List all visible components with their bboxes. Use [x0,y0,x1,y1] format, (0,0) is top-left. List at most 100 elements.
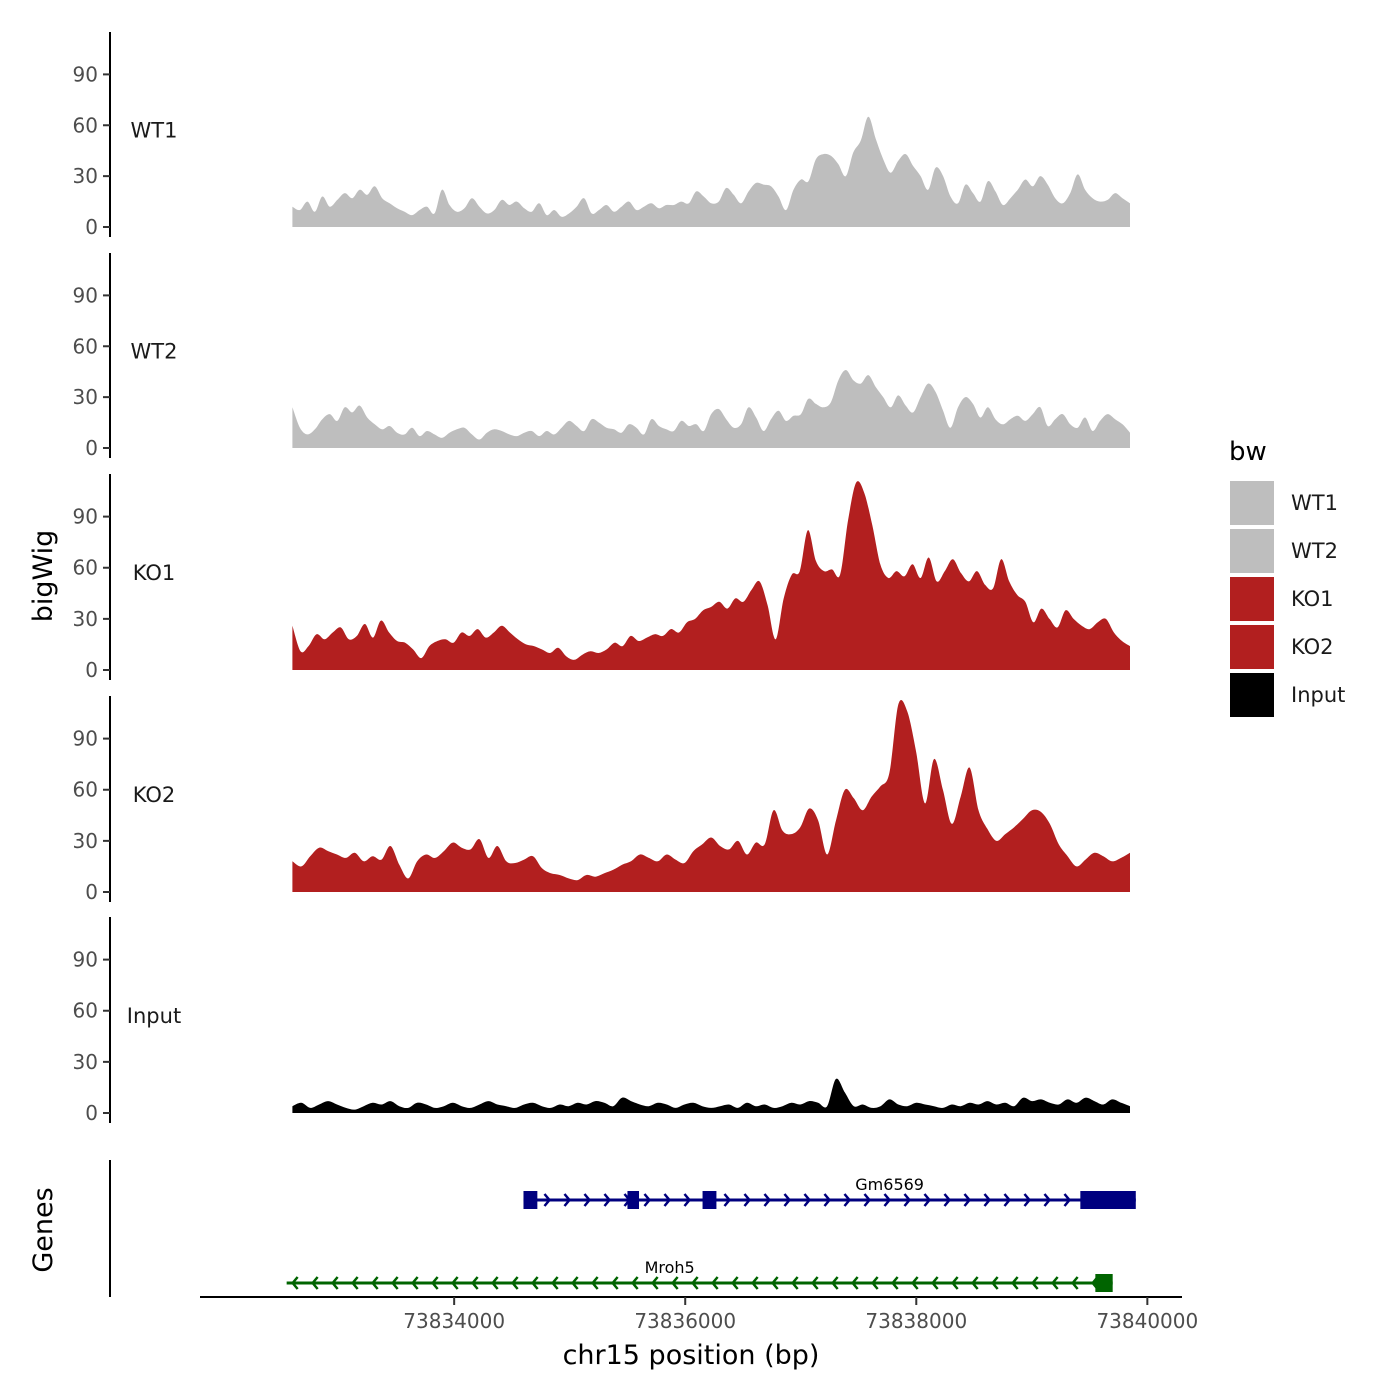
track-wt2: 0 30 60 90 WT2 [73,253,1130,460]
gene-gm6569: Gm6569 [523,1175,1136,1209]
strand-arrow [851,1276,859,1290]
strand-arrow [563,1193,572,1207]
exon [702,1191,717,1209]
y-tick-label: 0 [85,880,98,904]
strand-arrow [663,1193,672,1207]
strand-arrow [783,1193,792,1207]
strand-arrow [991,1276,999,1290]
exon [627,1191,640,1209]
y-tick-label: 90 [73,948,98,972]
track-ko2: 0 30 60 90 KO2 [73,696,1130,904]
strand-arrow [691,1276,699,1290]
strand-arrow [871,1276,879,1290]
legend-label-input: Input [1291,683,1345,707]
strand-arrow [903,1193,912,1207]
strand-arrow [863,1193,872,1207]
strand-arrow [883,1193,892,1207]
track-wt1: 0 30 60 90 WT1 [73,32,1130,239]
area-input [292,1078,1130,1113]
y-tick-label: 0 [85,215,98,239]
strand-arrow [471,1276,479,1290]
y-tick-label: 30 [73,607,98,631]
strand-arrow [791,1276,799,1290]
strand-arrow [891,1276,899,1290]
strand-arrow [311,1276,319,1290]
track-label-wt2: WT2 [131,339,178,363]
y-tick-label: 60 [73,113,98,137]
strand-arrow [831,1276,839,1290]
y-tick-label: 0 [85,1101,98,1125]
strand-arrow [1071,1276,1079,1290]
strand-arrow [591,1276,599,1290]
legend-swatch-wt1 [1228,479,1276,527]
y-tick-label: 0 [85,658,98,682]
strand-arrow [963,1193,972,1207]
x-tick-label: 73838000 [865,1309,967,1333]
exon [523,1191,538,1209]
track-label-wt1: WT1 [131,118,178,142]
x-axis: 73834000 73836000 73838000 73840000 [200,1296,1198,1333]
y-tick-label: 60 [73,999,98,1023]
x-tick-label: 73840000 [1096,1309,1198,1333]
gene-label-mroh5: Mroh5 [645,1258,695,1277]
strand-arrow [351,1276,359,1290]
area-ko2 [292,699,1130,892]
strand-arrow [611,1276,619,1290]
exon [1080,1191,1136,1209]
area-ko1 [292,481,1130,670]
legend-swatch-ko1 [1228,575,1276,623]
strand-arrow [543,1193,552,1207]
legend-label-ko1: KO1 [1291,587,1334,611]
area-wt2 [292,370,1130,448]
strand-arrow [571,1276,579,1290]
strand-arrow [843,1193,852,1207]
strand-arrow [943,1193,952,1207]
strand-arrow [951,1276,959,1290]
strand-arrow [751,1276,759,1290]
track-label-input: Input [127,1004,181,1028]
strand-arrow [1023,1193,1032,1207]
x-tick-label: 73836000 [634,1309,736,1333]
gene-track: Gm6569 Mroh5 [109,1160,1136,1297]
strand-arrow [771,1276,779,1290]
y-tick-label: 30 [73,385,98,409]
strand-arrow [531,1276,539,1290]
legend-swatch-ko2 [1228,623,1276,671]
strand-arrow [551,1276,559,1290]
y-tick-label: 90 [73,283,98,307]
strand-arrow [1051,1276,1059,1290]
x-tick-label: 73834000 [403,1309,505,1333]
y-tick-label: 30 [73,164,98,188]
y-tick-label: 0 [85,436,98,460]
y-tick-label: 90 [73,727,98,751]
legend-label-wt1: WT1 [1291,491,1338,515]
strand-arrow [931,1276,939,1290]
exon [1095,1274,1113,1292]
y-tick-label: 60 [73,556,98,580]
strand-arrow [583,1193,592,1207]
legend-title: bw [1229,437,1267,467]
strand-arrow [1043,1193,1052,1207]
strand-arrow [983,1193,992,1207]
strand-arrow [631,1276,639,1290]
strand-arrow [731,1276,739,1290]
strand-arrow [683,1193,692,1207]
strand-arrow [803,1193,812,1207]
strand-arrow [411,1276,419,1290]
y-tick-label: 90 [73,62,98,86]
bigwig-tracks: 0 30 60 90 WT1 0 30 60 90 WT2 0 30 60 90 KO1 0 30 60 90 KO2… [73,32,1130,1125]
track-label-ko2: KO2 [133,783,176,807]
strand-arrow [491,1276,499,1290]
legend-label-ko2: KO2 [1291,635,1334,659]
strand-arrow [651,1276,659,1290]
strand-arrow [431,1276,439,1290]
strand-arrow [643,1193,652,1207]
strand-arrow [743,1193,752,1207]
strand-arrow [1031,1276,1039,1290]
strand-arrow [451,1276,459,1290]
y-axis-title-bigwig: bigWig [28,530,59,623]
strand-arrow [823,1193,832,1207]
x-axis-title: chr15 position (bp) [563,1340,820,1371]
legend-swatch-wt2 [1228,527,1276,575]
